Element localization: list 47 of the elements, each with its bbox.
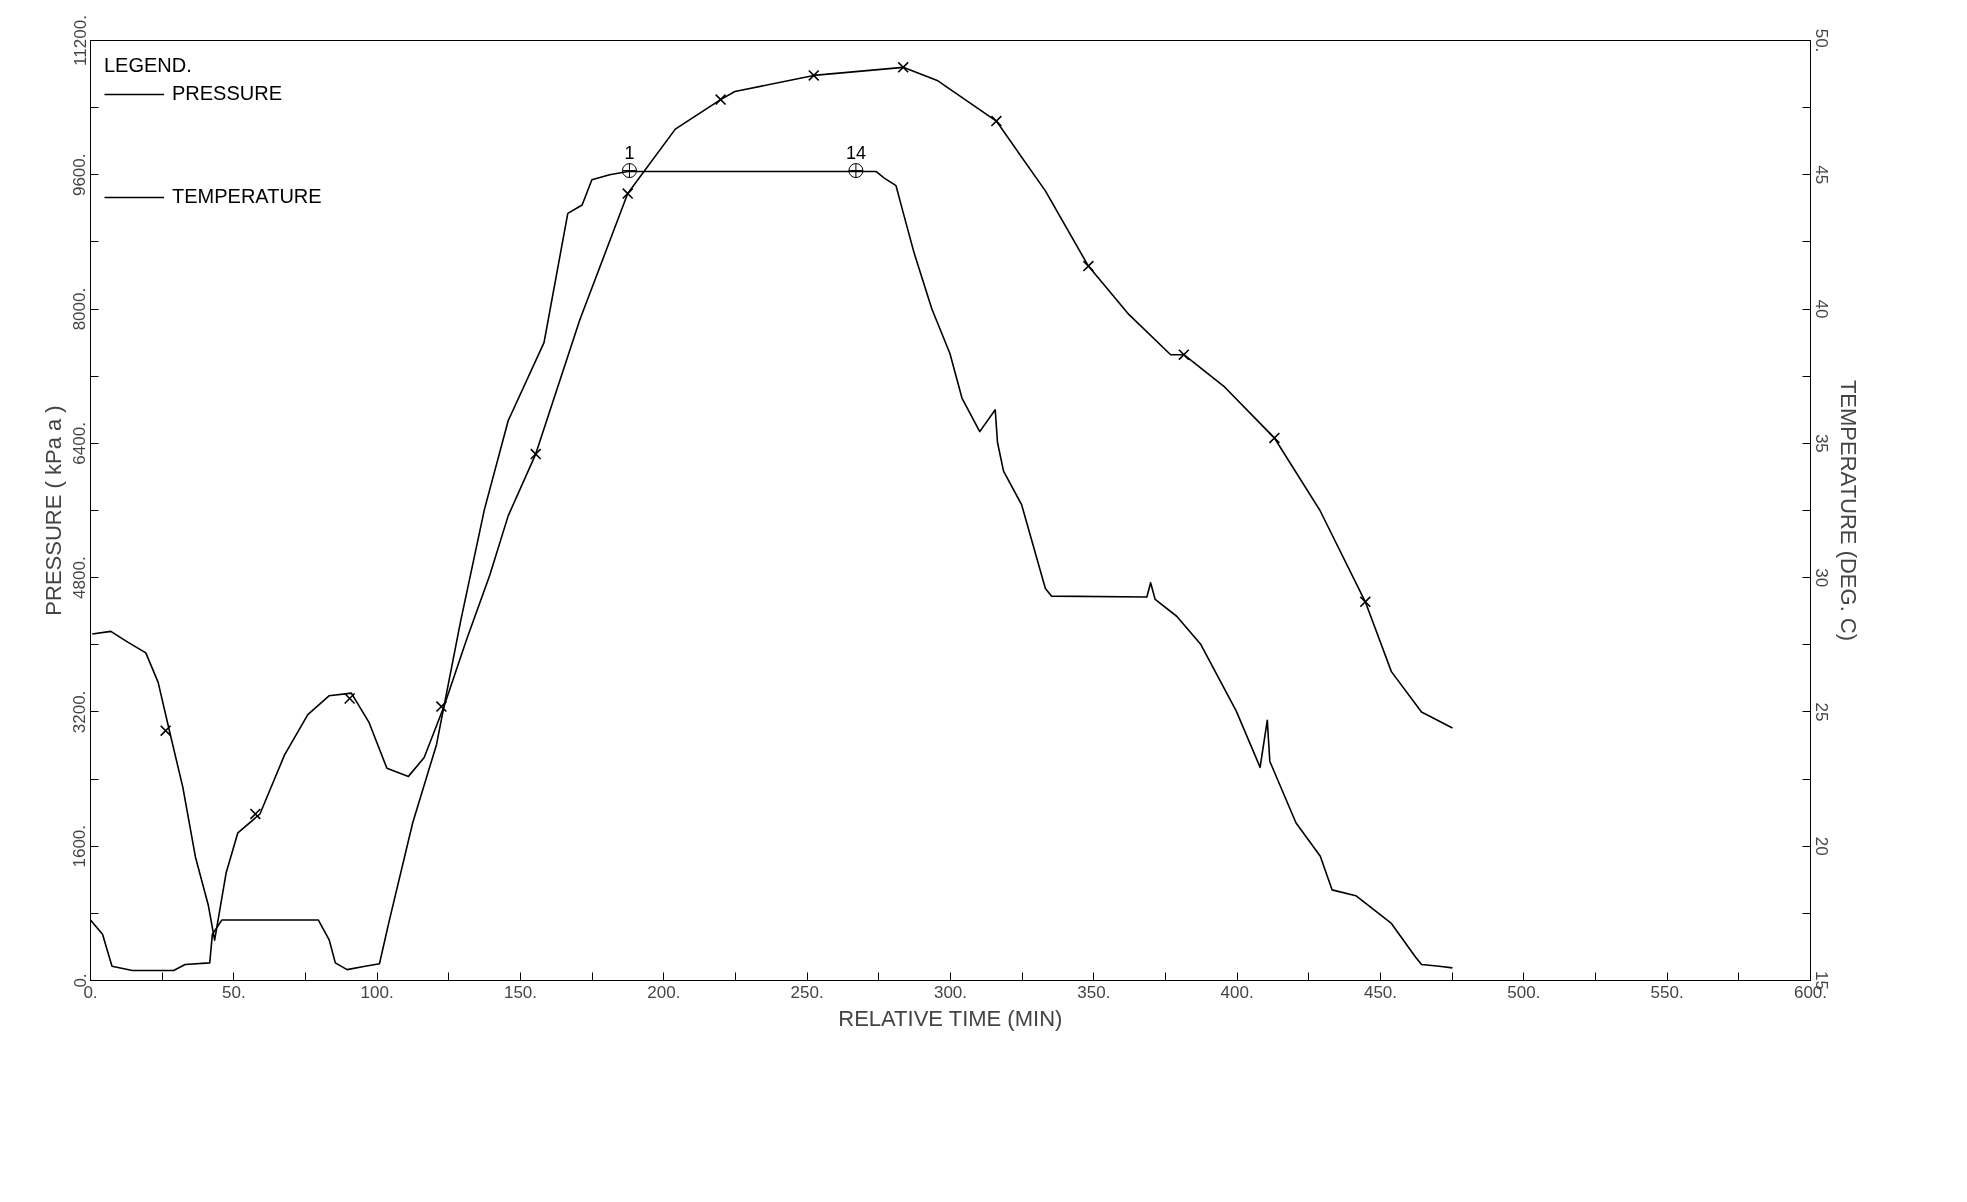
annotation: 1 <box>624 142 635 163</box>
point <box>435 700 448 713</box>
y2-tick-label: 20 <box>1811 836 1831 856</box>
point <box>529 448 542 460</box>
y-tick-label: 3200. <box>70 690 90 734</box>
y2-axis-title: TEMPERATURE (DEG. C) <box>1835 379 1861 642</box>
point <box>990 115 1003 127</box>
x-axis-title: RELATIVE TIME (MIN) <box>838 1005 1063 1031</box>
y2-tick-label: 30 <box>1811 568 1831 588</box>
point <box>1268 432 1281 444</box>
y2-tick-label: 40 <box>1811 299 1831 319</box>
point <box>343 692 356 705</box>
x-tick-label: 200. <box>647 982 681 1002</box>
y2-tick-label: 25 <box>1811 702 1831 722</box>
x-tick-label: 400. <box>1220 982 1254 1002</box>
x-tick-label: 300. <box>933 982 968 1002</box>
y-tick-label: 1600. <box>70 824 90 868</box>
x-tick-label: 550. <box>1650 982 1684 1002</box>
y2-tick-label: 50. <box>1811 28 1831 53</box>
legend-label: TEMPERATURE <box>172 185 322 208</box>
point <box>1082 260 1095 272</box>
y2-tick-label: 35 <box>1811 433 1831 453</box>
x-tick-label: 450. <box>1363 982 1398 1002</box>
y-tick-label: 6400. <box>70 422 90 465</box>
x-tick-label: 100. <box>360 982 394 1002</box>
x-tick-label: 500. <box>1507 982 1541 1002</box>
y-tick-label: 9600. <box>70 153 90 197</box>
x-tick-label: 250. <box>790 982 824 1002</box>
point <box>808 69 820 82</box>
y-tick-label: 11200. <box>70 15 90 66</box>
legend-label: PRESSURE <box>172 82 283 105</box>
point <box>897 61 909 74</box>
annotation: 14 <box>845 142 866 163</box>
y-tick-label: 4800. <box>70 556 90 599</box>
point <box>714 93 727 106</box>
x-tick-label: 150. <box>503 982 538 1002</box>
x-tick-label: 50. <box>222 982 246 1002</box>
y-tick-label: 8000. <box>70 287 90 331</box>
y-axis-title: PRESSURE ( kPa a ) <box>40 405 66 616</box>
point <box>249 808 262 820</box>
point <box>1178 348 1190 361</box>
y2-tick-label: 45 <box>1811 165 1831 185</box>
x-tick-label: 350. <box>1077 982 1111 1002</box>
point <box>1359 596 1372 608</box>
point <box>621 187 634 200</box>
point <box>159 724 172 737</box>
legend-title: LEGEND. <box>104 54 193 77</box>
